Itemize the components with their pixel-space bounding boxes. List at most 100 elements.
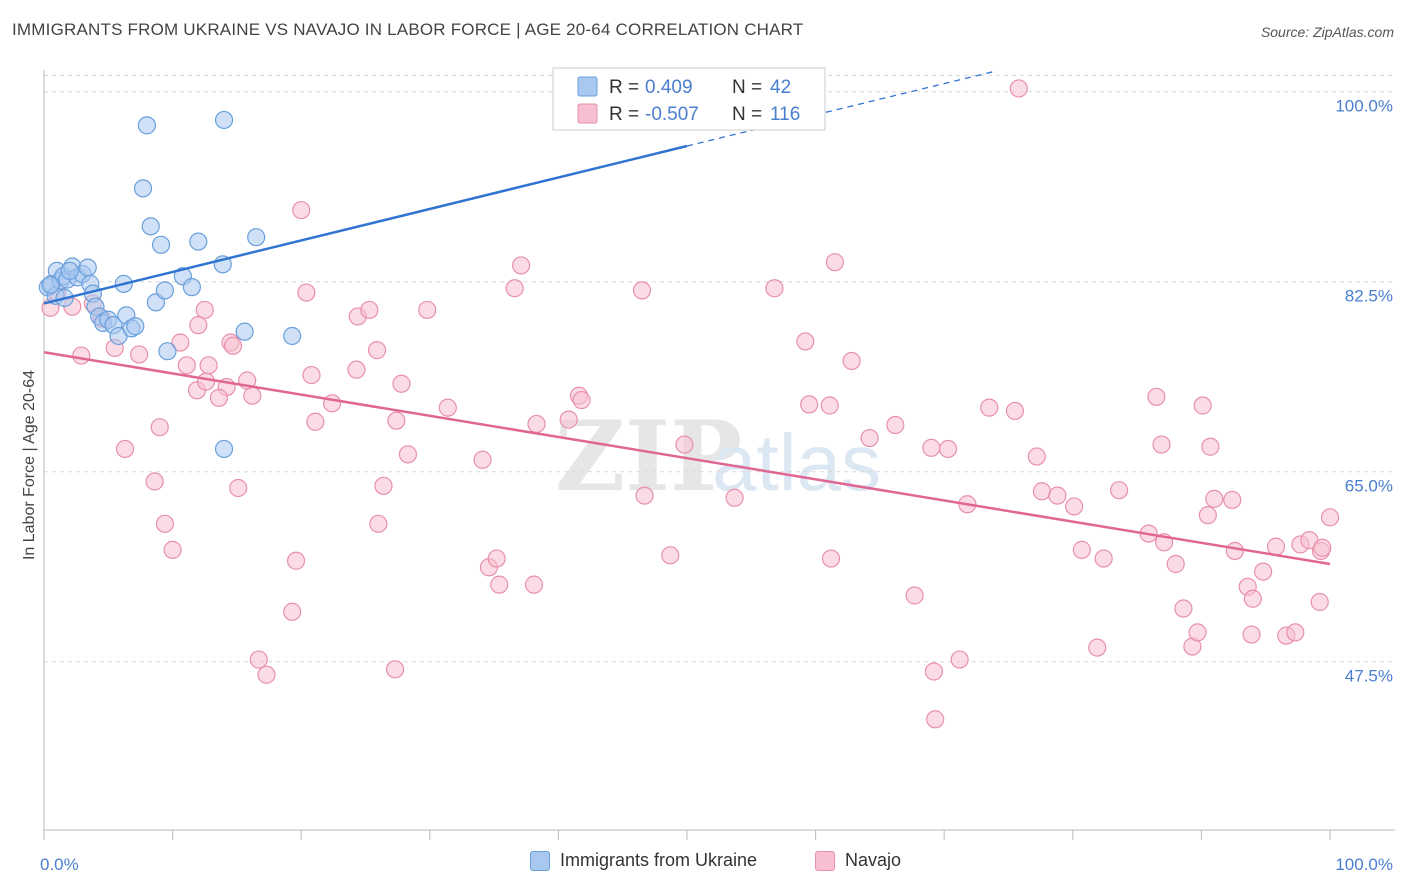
- data-point: [72, 346, 91, 365]
- data-point: [385, 660, 405, 679]
- data-point: [235, 322, 254, 341]
- data-point: [257, 665, 276, 684]
- data-point: [922, 438, 941, 457]
- data-point: [675, 435, 694, 454]
- data-point: [559, 410, 578, 429]
- data-point: [980, 398, 999, 417]
- data-point: [1166, 554, 1185, 574]
- data-point: [367, 341, 387, 360]
- data-point: [1286, 623, 1305, 642]
- data-point: [661, 546, 680, 565]
- data-point: [347, 360, 366, 379]
- data-point: [229, 478, 248, 498]
- data-point: [1242, 625, 1261, 644]
- data-point: [360, 300, 379, 320]
- data-point: [297, 283, 316, 302]
- data-point: [938, 439, 958, 459]
- data-point: [438, 398, 457, 417]
- data-point: [182, 278, 201, 297]
- data-point: [1152, 435, 1171, 454]
- data-point: [842, 351, 861, 371]
- data-point: [490, 575, 509, 594]
- stats-legend: R = 0.409 N = 42 R = -0.507 N = 116: [552, 67, 826, 131]
- stats-r-value: 0.409: [645, 77, 693, 98]
- data-point: [512, 256, 531, 275]
- data-point: [41, 275, 60, 295]
- data-point: [1313, 538, 1332, 557]
- data-point: [369, 514, 388, 533]
- data-point: [796, 332, 815, 351]
- stats-n-label: N =: [732, 104, 762, 125]
- data-point: [1174, 599, 1193, 618]
- series-navajo-points: [41, 77, 1340, 729]
- data-point: [155, 514, 174, 533]
- data-point: [286, 551, 306, 570]
- legend-item-navajo[interactable]: Navajo: [815, 850, 901, 871]
- y-tick-label: 65.0%: [1345, 477, 1393, 496]
- data-point: [78, 258, 97, 277]
- legend-swatch-navajo: [815, 850, 835, 871]
- data-point: [398, 445, 418, 464]
- data-point: [820, 396, 839, 415]
- trend-line-ukraine-extension: [686, 70, 996, 147]
- data-point: [527, 414, 546, 434]
- data-point: [374, 476, 393, 495]
- y-tick-label: 47.5%: [1345, 667, 1393, 686]
- data-point: [725, 488, 744, 507]
- data-point: [195, 300, 214, 320]
- data-point: [249, 650, 268, 669]
- y-axis-label: In Labor Force | Age 20-64: [21, 370, 38, 560]
- data-point: [1088, 638, 1107, 657]
- data-point: [243, 386, 262, 405]
- data-point: [1109, 481, 1129, 500]
- data-point: [387, 411, 406, 430]
- x-tick-label: 0.0%: [40, 855, 79, 874]
- data-point: [155, 281, 174, 300]
- data-point: [886, 415, 905, 435]
- data-point: [302, 365, 321, 385]
- data-point: [306, 412, 325, 431]
- data-point: [418, 300, 437, 320]
- data-point: [800, 395, 819, 414]
- data-point: [1064, 497, 1084, 516]
- data-point: [137, 116, 156, 135]
- data-point: [1223, 490, 1242, 510]
- data-point: [1094, 549, 1113, 568]
- data-point: [189, 316, 208, 335]
- data-point: [1225, 541, 1244, 561]
- data-point: [473, 450, 492, 469]
- source-credit: Source: ZipAtlas.com: [1260, 24, 1394, 40]
- data-point: [1147, 387, 1166, 406]
- chart-title: IMMIGRANTS FROM UKRAINE VS NAVAJO IN LAB…: [12, 20, 804, 39]
- stats-legend-swatch: [577, 76, 598, 97]
- data-point: [292, 200, 311, 220]
- data-point: [392, 374, 411, 393]
- data-point: [1310, 592, 1329, 612]
- trend-line-ukraine: [43, 144, 688, 305]
- data-point: [1201, 437, 1220, 456]
- data-point: [487, 549, 506, 568]
- data-point: [1254, 562, 1273, 581]
- stats-legend-box: [552, 67, 826, 131]
- data-point: [322, 394, 342, 413]
- data-point: [632, 281, 652, 300]
- data-point: [860, 428, 879, 448]
- data-point: [214, 439, 234, 459]
- data-point: [60, 261, 79, 280]
- data-point: [247, 228, 266, 247]
- y-tick-label: 82.5%: [1345, 287, 1393, 306]
- data-point: [1198, 506, 1217, 525]
- series-ukraine-points: [38, 110, 302, 459]
- data-point: [924, 662, 944, 681]
- data-point: [821, 549, 841, 568]
- data-point: [223, 336, 243, 355]
- data-point: [572, 390, 591, 410]
- legend-item-ukraine[interactable]: Immigrants from Ukraine: [530, 850, 757, 871]
- data-point: [209, 388, 228, 407]
- data-point: [1193, 396, 1212, 415]
- data-point: [1048, 486, 1067, 505]
- data-point: [115, 439, 135, 459]
- stats-r-label: R =: [609, 77, 639, 98]
- data-point: [163, 540, 182, 559]
